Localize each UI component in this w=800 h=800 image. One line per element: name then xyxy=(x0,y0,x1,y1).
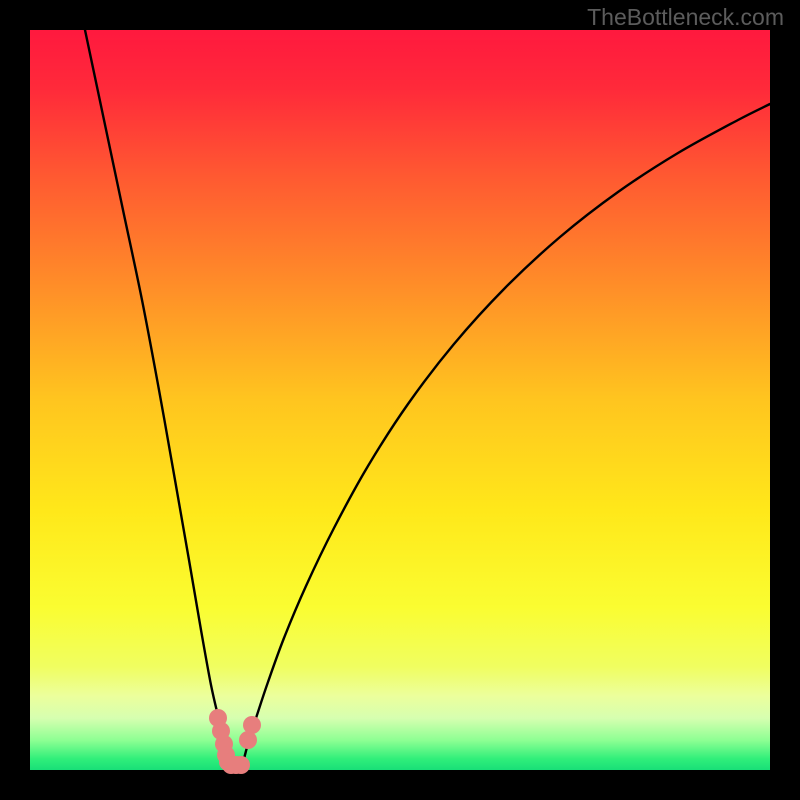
chart-svg xyxy=(0,0,800,800)
data-dot xyxy=(243,716,261,734)
curve-left xyxy=(85,30,229,764)
curve-right xyxy=(243,104,770,764)
watermark-text: TheBottleneck.com xyxy=(587,4,784,31)
data-dot xyxy=(232,756,250,774)
chart-stage: TheBottleneck.com xyxy=(0,0,800,800)
